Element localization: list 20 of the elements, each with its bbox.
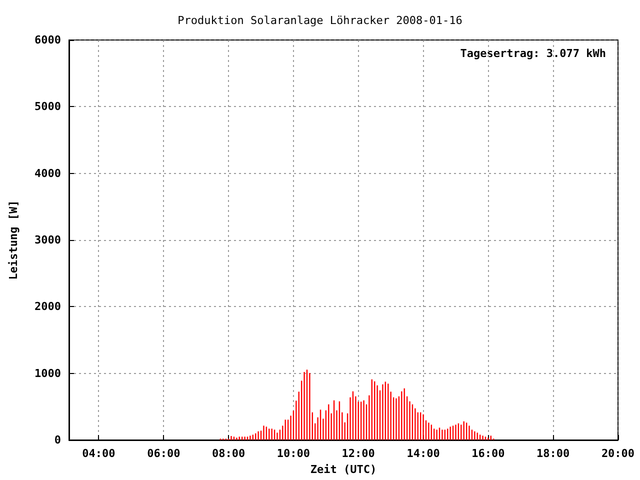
x-tick-label: 18:00 [536, 447, 570, 460]
y-tick-label: 0 [54, 434, 61, 446]
chart-title: Produktion Solaranlage Löhracker 2008-01-16 [178, 14, 462, 27]
y-tick-label: 4000 [34, 166, 61, 180]
x-tick-label: 12:00 [342, 447, 375, 460]
annotation: Tagesertrag: 3.077 kWh [460, 47, 606, 60]
y-tick-label: 6000 [34, 34, 61, 46]
x-axis-title: Zeit (UTC) [310, 463, 377, 476]
y-tick-label: 2000 [34, 300, 61, 314]
x-tick-label: 14:00 [406, 447, 440, 460]
x-tick-label: 06:00 [147, 447, 180, 460]
x-tick-label: 10:00 [276, 447, 310, 460]
x-tick-label: 16:00 [472, 447, 505, 460]
y-axis-title: Leistung [W] [7, 200, 20, 280]
x-tick-label: 04:00 [82, 447, 116, 460]
y-tick-label: 5000 [34, 100, 61, 114]
y-tick-label: 3000 [34, 234, 61, 246]
y-tick-label: 1000 [34, 366, 61, 380]
x-tick-label: 08:00 [212, 447, 246, 460]
x-tick-label: 20:00 [601, 447, 635, 460]
